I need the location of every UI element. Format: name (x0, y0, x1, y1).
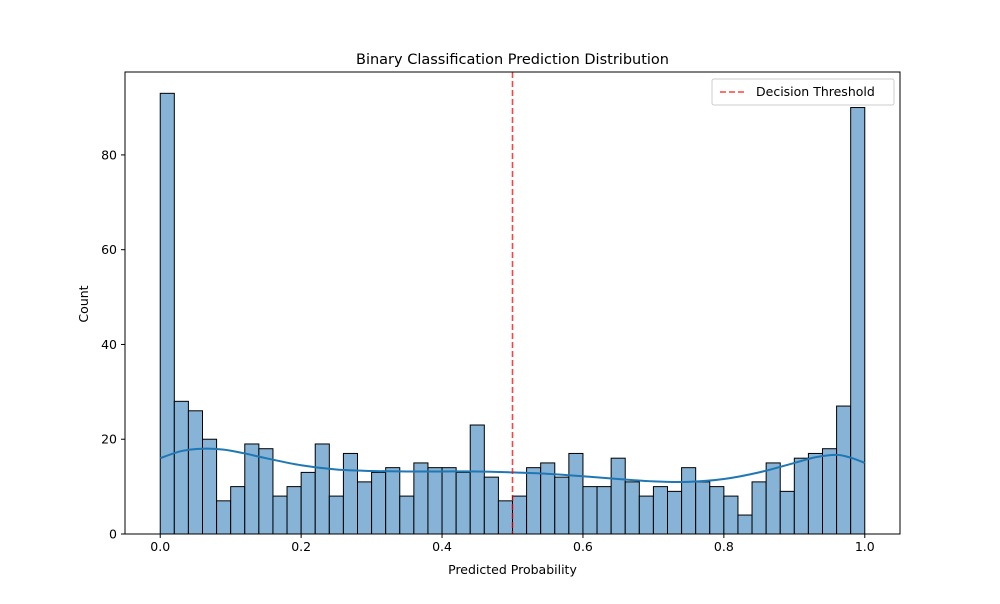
x-tick-label: 0.0 (150, 539, 170, 554)
histogram-bar (497, 500, 513, 535)
histogram-bar (737, 514, 753, 535)
histogram-bar (681, 467, 697, 535)
histogram-bar (652, 486, 669, 535)
histogram-bar (469, 424, 485, 535)
histogram-bar (173, 400, 189, 535)
histogram-bar (258, 448, 274, 535)
histogram-bar (286, 486, 302, 535)
histogram-bar (399, 495, 415, 535)
histogram-bar (159, 92, 175, 535)
histogram-bar (596, 486, 612, 535)
x-axis-label: Predicted Probability (448, 562, 577, 577)
histogram-bar (793, 457, 809, 535)
histogram-bar (342, 452, 358, 535)
plot-frame (124, 71, 901, 535)
histogram-bar (850, 107, 866, 535)
chart-title: Binary Classification Prediction Distrib… (356, 52, 669, 68)
histogram-bar (413, 462, 429, 535)
histogram-bar (751, 481, 767, 535)
y-tick-label: 0 (109, 527, 117, 542)
histogram-bar (526, 467, 542, 535)
histogram-bar (357, 481, 373, 535)
x-tick-label: 0.2 (291, 539, 311, 554)
histogram-bar (695, 481, 711, 535)
histogram-bar (568, 452, 584, 535)
histogram-bar (441, 467, 457, 535)
x-tick-label: 0.6 (573, 539, 593, 554)
histogram-bar (723, 495, 739, 535)
histogram-bar (822, 448, 838, 535)
histogram-bar (427, 467, 443, 535)
histogram-bar (314, 443, 330, 535)
y-tick-label: 20 (101, 432, 117, 447)
histogram-bar (230, 486, 246, 535)
histogram-bar (300, 471, 316, 535)
histogram-bar (554, 476, 570, 535)
histogram-bar (272, 495, 288, 535)
histogram-bar (202, 438, 218, 535)
histogram-bar (765, 462, 781, 535)
histogram-bar (483, 476, 499, 535)
histogram-bar (455, 471, 471, 535)
histogram-bar (709, 486, 725, 535)
histogram-bar (779, 490, 795, 535)
histogram-bar (610, 457, 626, 535)
histogram-bar (371, 471, 387, 535)
legend: Decision Threshold (711, 78, 895, 106)
histogram-bar (187, 410, 203, 535)
y-tick-label: 40 (101, 337, 117, 352)
histogram-bar (836, 405, 852, 535)
histogram-bar (624, 481, 640, 535)
y-tick-label: 60 (101, 242, 117, 257)
histogram-bar (512, 495, 528, 535)
x-tick-label: 1.0 (855, 539, 875, 554)
histogram-bar (216, 500, 232, 535)
x-tick-label: 0.8 (714, 539, 734, 554)
y-axis-label: Count (76, 285, 91, 322)
legend-label-threshold: Decision Threshold (756, 84, 875, 99)
histogram-bar (807, 452, 824, 535)
histogram-bar (328, 495, 344, 535)
histogram-bar (638, 495, 654, 535)
x-tick-label: 0.4 (432, 539, 452, 554)
histogram-bar (244, 443, 260, 535)
legend-frame (711, 78, 895, 106)
histogram-bar (385, 467, 401, 535)
y-tick-label: 80 (101, 147, 117, 162)
histogram-bar (667, 490, 683, 535)
histogram-bar (582, 486, 598, 535)
